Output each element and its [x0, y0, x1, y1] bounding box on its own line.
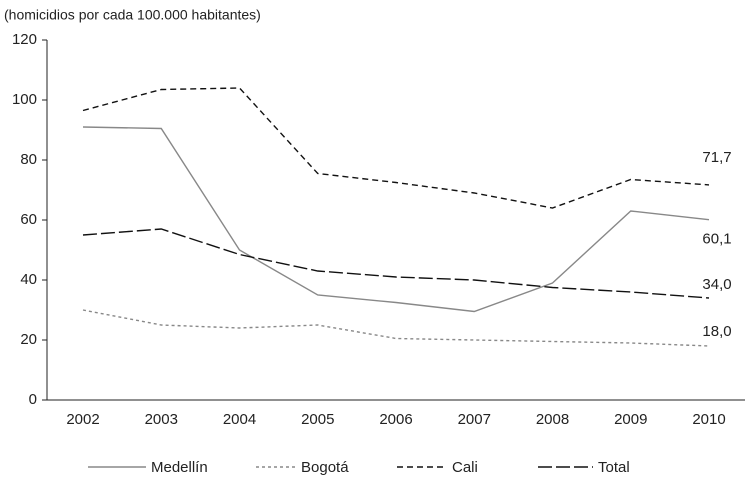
legend-label: Total — [598, 459, 630, 476]
x-tick-label: 2010 — [692, 411, 725, 428]
y-axis-label: (homicidios por cada 100.000 habitantes) — [4, 7, 261, 23]
y-tick-label: 60 — [20, 211, 37, 228]
legend-label: Bogotá — [301, 459, 349, 476]
x-tick-label: 2007 — [458, 411, 491, 428]
value-label: 60,1 — [702, 231, 731, 248]
y-tick-label: 0 — [29, 391, 37, 408]
value-label: 34,0 — [702, 276, 731, 293]
y-tick-label: 100 — [12, 91, 37, 108]
legend-label: Medellín — [151, 459, 208, 476]
value-label: 18,0 — [702, 323, 731, 340]
x-tick-label: 2006 — [379, 411, 412, 428]
series-line — [82, 228, 710, 299]
legend-label: Cali — [452, 459, 478, 476]
y-tick-label: 40 — [20, 271, 37, 288]
series-line — [82, 126, 710, 313]
x-tick-label: 2009 — [614, 411, 647, 428]
y-tick-label: 80 — [20, 151, 37, 168]
series-line — [82, 309, 710, 347]
x-tick-label: 2003 — [145, 411, 178, 428]
x-tick-label: 2002 — [66, 411, 99, 428]
x-tick-label: 2008 — [536, 411, 569, 428]
y-tick-label: 20 — [20, 331, 37, 348]
y-tick-label: 120 — [12, 31, 37, 48]
x-tick-label: 2005 — [301, 411, 334, 428]
x-tick-label: 2004 — [223, 411, 256, 428]
series-line — [82, 87, 710, 209]
value-label: 71,7 — [702, 149, 731, 166]
